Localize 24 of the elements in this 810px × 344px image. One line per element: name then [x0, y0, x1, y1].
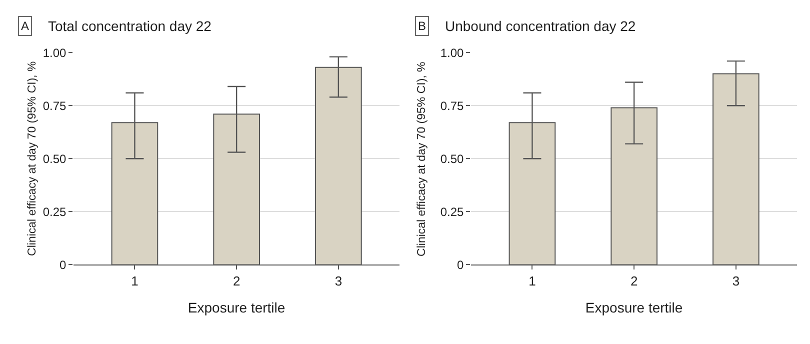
x-tick-label: 3 — [732, 273, 740, 288]
y-axis-title: Clinical efficacy at day 70 (95% CI), % — [416, 62, 428, 256]
chart-title: Total concentration day 22 — [48, 18, 212, 34]
x-tick-label: 1 — [528, 273, 536, 288]
y-tick-label: 0.50 — [440, 152, 464, 166]
x-tick-label: 2 — [630, 273, 638, 288]
chart-title: Unbound concentration day 22 — [445, 18, 636, 34]
x-tick-label: 1 — [131, 273, 138, 288]
y-tick-label: 1.00 — [42, 46, 67, 60]
y-tick-label: 0.75 — [42, 98, 67, 113]
y-tick-label: 0.50 — [42, 152, 67, 166]
x-axis-title: Exposure tertile — [188, 300, 286, 316]
x-tick-label: 3 — [334, 273, 342, 288]
y-tick-label: 0 — [60, 258, 67, 272]
x-tick-label: 2 — [232, 273, 240, 288]
y-tick-label: 0.25 — [42, 204, 67, 219]
y-tick-label: 0.25 — [440, 204, 464, 219]
y-tick-label: 0 — [457, 258, 464, 272]
x-axis-title: Exposure tertile — [585, 300, 683, 316]
y-tick-label: 1.00 — [440, 46, 464, 60]
y-axis-title: Clinical efficacy at day 70 (95% CI), % — [26, 61, 39, 256]
y-tick-label: 0.75 — [440, 98, 464, 113]
text: B — [418, 19, 426, 33]
text: A — [21, 19, 30, 33]
